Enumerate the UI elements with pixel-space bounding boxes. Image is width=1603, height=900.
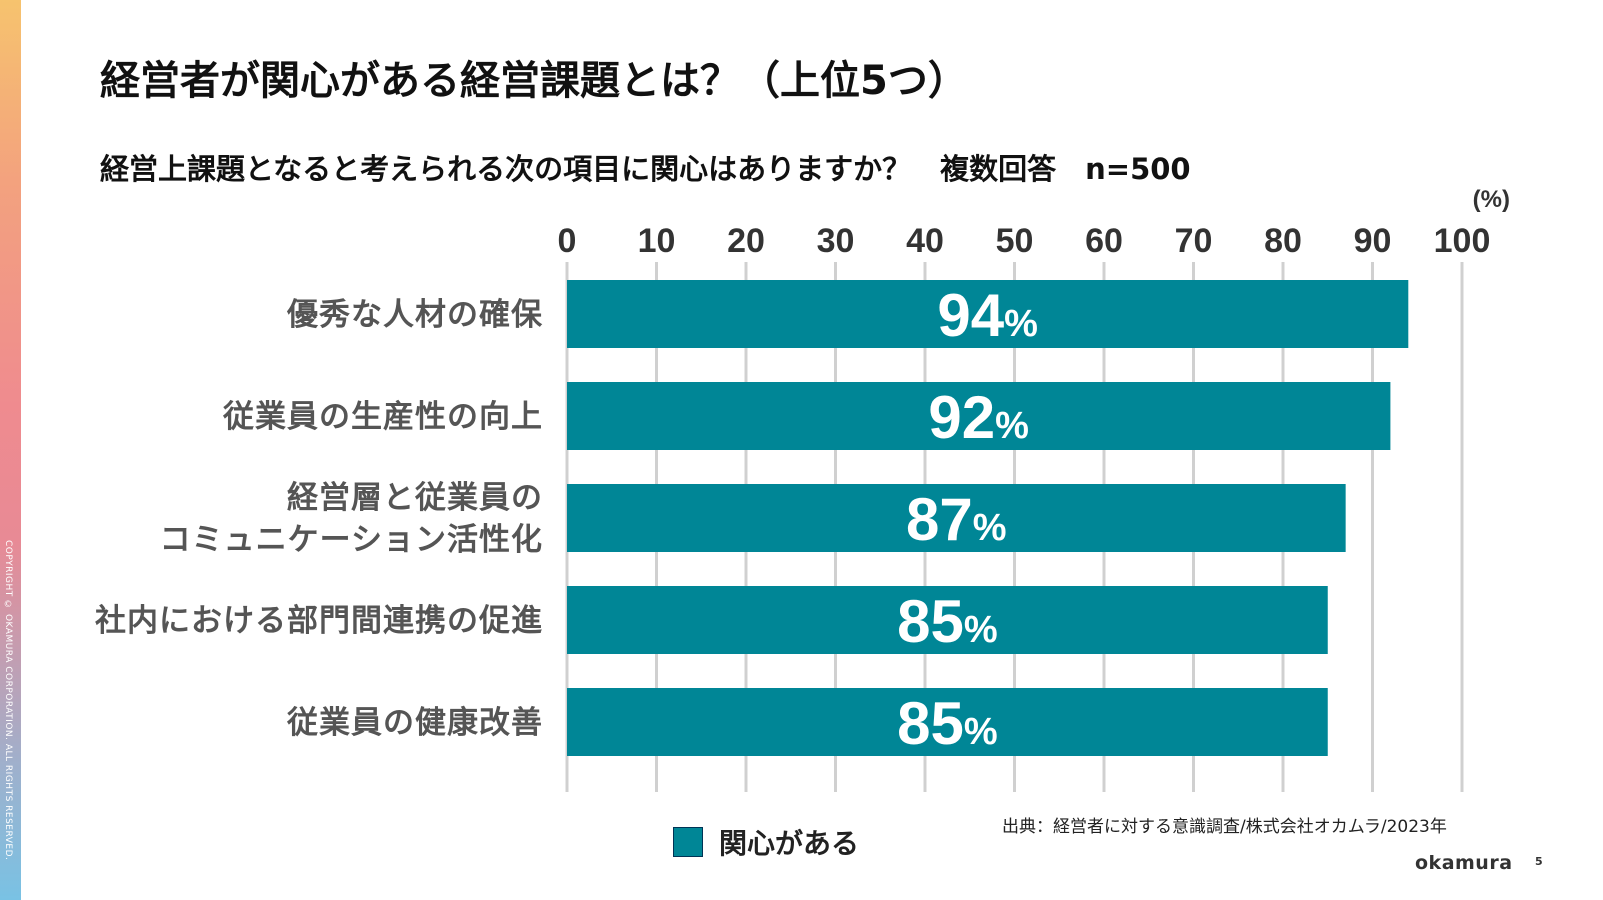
category-label: 従業員の生産性の向上 (222, 399, 543, 435)
legend-swatch (673, 827, 703, 857)
x-tick-label: 60 (1085, 222, 1123, 260)
x-tick-label: 80 (1264, 222, 1302, 260)
bar (567, 484, 1346, 552)
bar (567, 382, 1391, 450)
bar (567, 280, 1409, 348)
category-label: 従業員の健康改善 (286, 705, 543, 741)
x-tick-label: 70 (1175, 222, 1213, 260)
x-tick-label: 30 (817, 222, 855, 260)
copyright-text: COPYRIGHT © OKAMURA CORPORATION. ALL RIG… (3, 540, 13, 861)
x-tick-label: 0 (558, 222, 577, 260)
data-label: 94% (937, 282, 1038, 349)
x-tick-label: 50 (996, 222, 1034, 260)
unit-label: (%) (1473, 186, 1510, 213)
x-tick-label: 90 (1354, 222, 1392, 260)
x-tick-label: 100 (1434, 222, 1491, 260)
category-label: 社内における部門間連携の促進 (95, 603, 543, 639)
data-label: 85% (897, 690, 998, 757)
source-note: 出典：経営者に対する意識調査/株式会社オカムラ/2023年 (1002, 817, 1447, 837)
data-label: 85% (897, 588, 998, 655)
okamura-logo: okamura (1415, 852, 1513, 874)
category-label: コミュニケーション活性化 (160, 522, 543, 558)
page-number: 5 (1535, 855, 1543, 868)
legend-label: 関心がある (719, 827, 860, 860)
chart-subtitle: 経営上課題となると考えられる次の項目に関心はありますか？ 複数回答 n=500 (100, 152, 1191, 186)
bar (567, 586, 1328, 654)
legend: 関心がある (673, 822, 859, 862)
slide-title: 経営者が関心がある経営課題とは？（上位5つ） (100, 58, 968, 104)
decorative-gradient-strip (0, 0, 21, 900)
category-label: 優秀な人材の確保 (286, 297, 543, 333)
x-tick-label: 10 (638, 222, 676, 260)
category-label: 経営層と従業員の (287, 480, 543, 516)
data-label: 92% (928, 384, 1029, 451)
x-tick-label: 40 (906, 222, 944, 260)
x-tick-label: 20 (727, 222, 765, 260)
data-label: 87% (906, 486, 1007, 553)
bar (567, 688, 1328, 756)
